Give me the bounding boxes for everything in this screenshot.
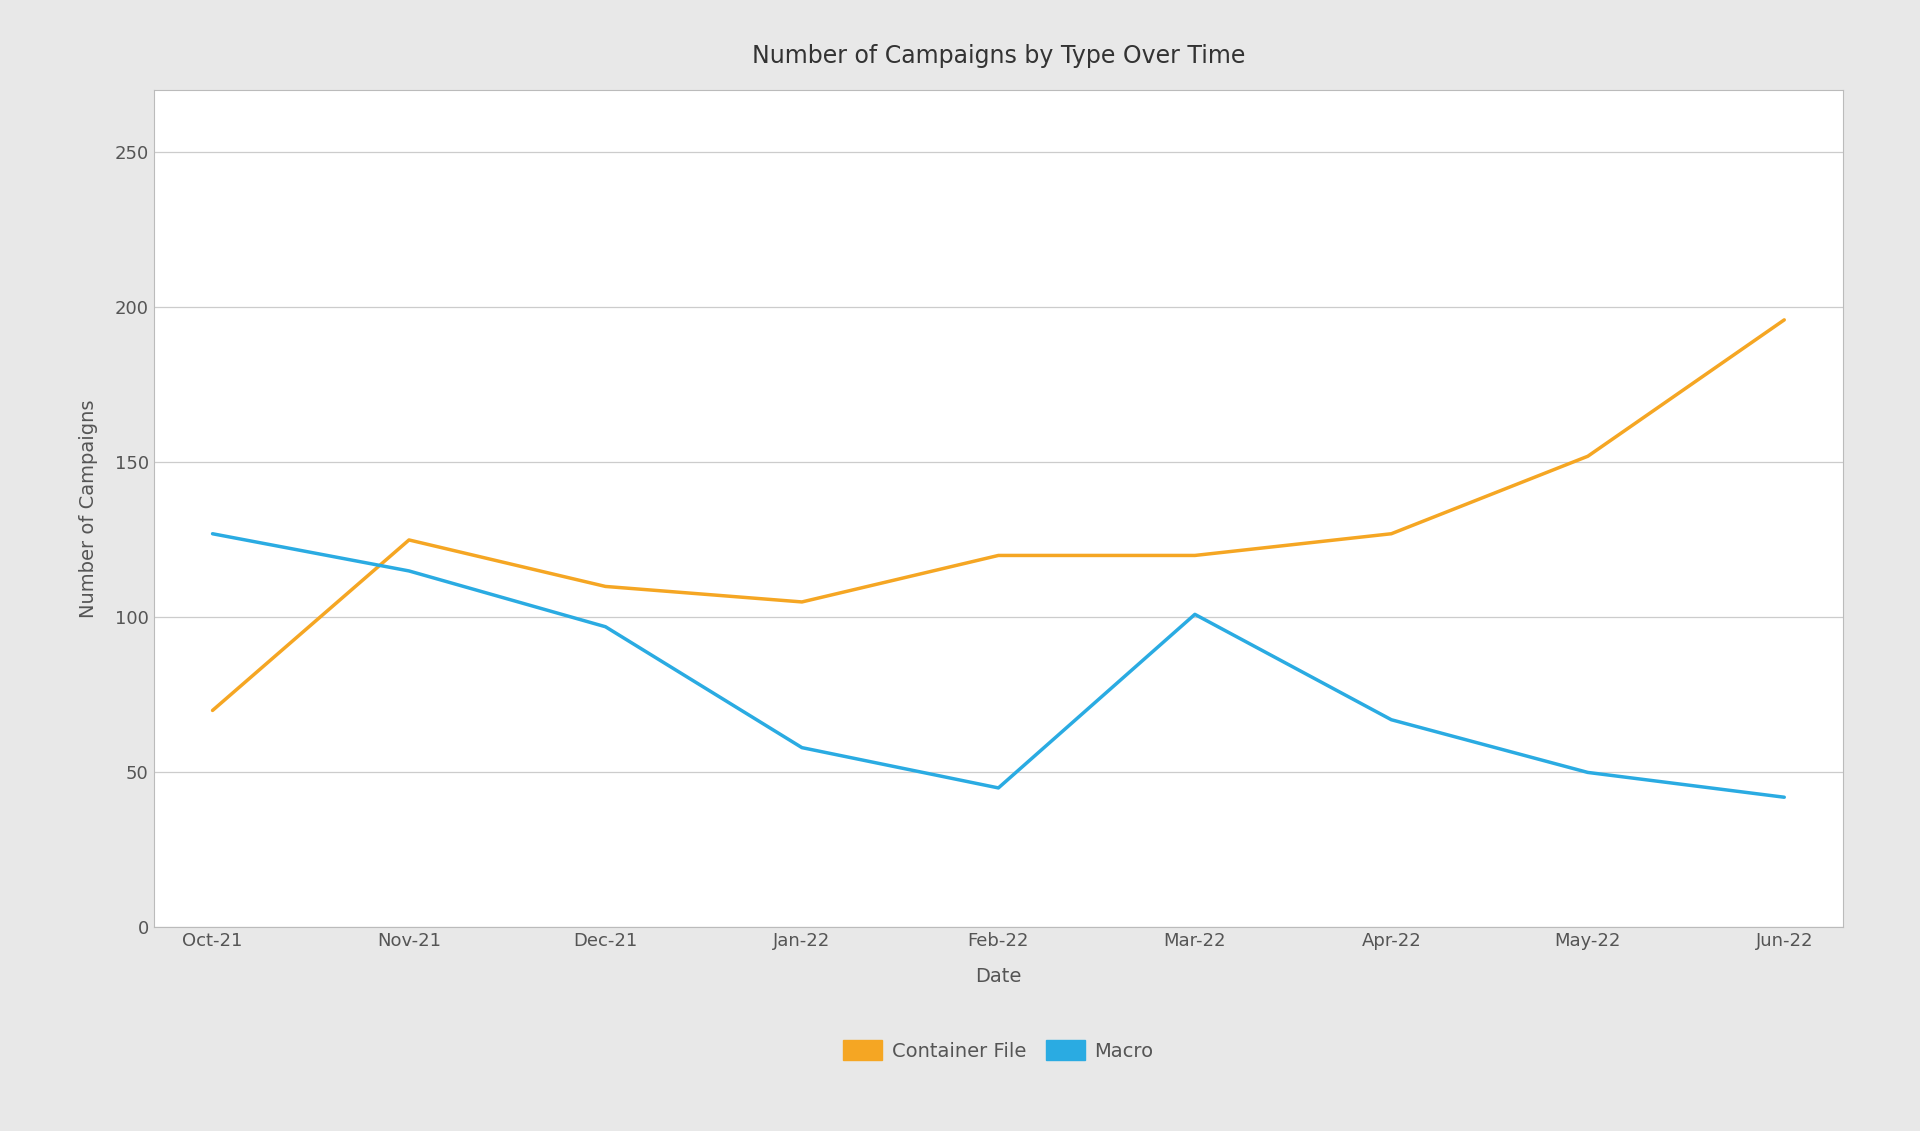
Title: Number of Campaigns by Type Over Time: Number of Campaigns by Type Over Time bbox=[753, 44, 1244, 68]
Macro bbox=[202, 527, 225, 541]
Legend: Container File, Macro: Container File, Macro bbox=[835, 1033, 1162, 1069]
Container File bbox=[593, 580, 616, 594]
Macro bbox=[791, 741, 814, 754]
Container File bbox=[1576, 449, 1599, 463]
Container File bbox=[987, 549, 1010, 562]
Container File bbox=[1380, 527, 1404, 541]
Line: Macro: Macro bbox=[213, 534, 1784, 797]
Line: Container File: Container File bbox=[213, 320, 1784, 710]
Container File bbox=[791, 595, 814, 608]
X-axis label: Date: Date bbox=[975, 967, 1021, 986]
Macro bbox=[987, 782, 1010, 795]
Container File bbox=[202, 703, 225, 717]
Macro bbox=[1772, 791, 1795, 804]
Macro bbox=[1576, 766, 1599, 779]
Macro bbox=[593, 620, 616, 633]
Container File bbox=[1772, 313, 1795, 327]
Macro bbox=[1183, 607, 1206, 621]
Macro bbox=[397, 564, 420, 578]
Macro bbox=[1380, 713, 1404, 726]
Container File bbox=[397, 533, 420, 546]
Container File bbox=[1183, 549, 1206, 562]
Y-axis label: Number of Campaigns: Number of Campaigns bbox=[79, 399, 98, 619]
